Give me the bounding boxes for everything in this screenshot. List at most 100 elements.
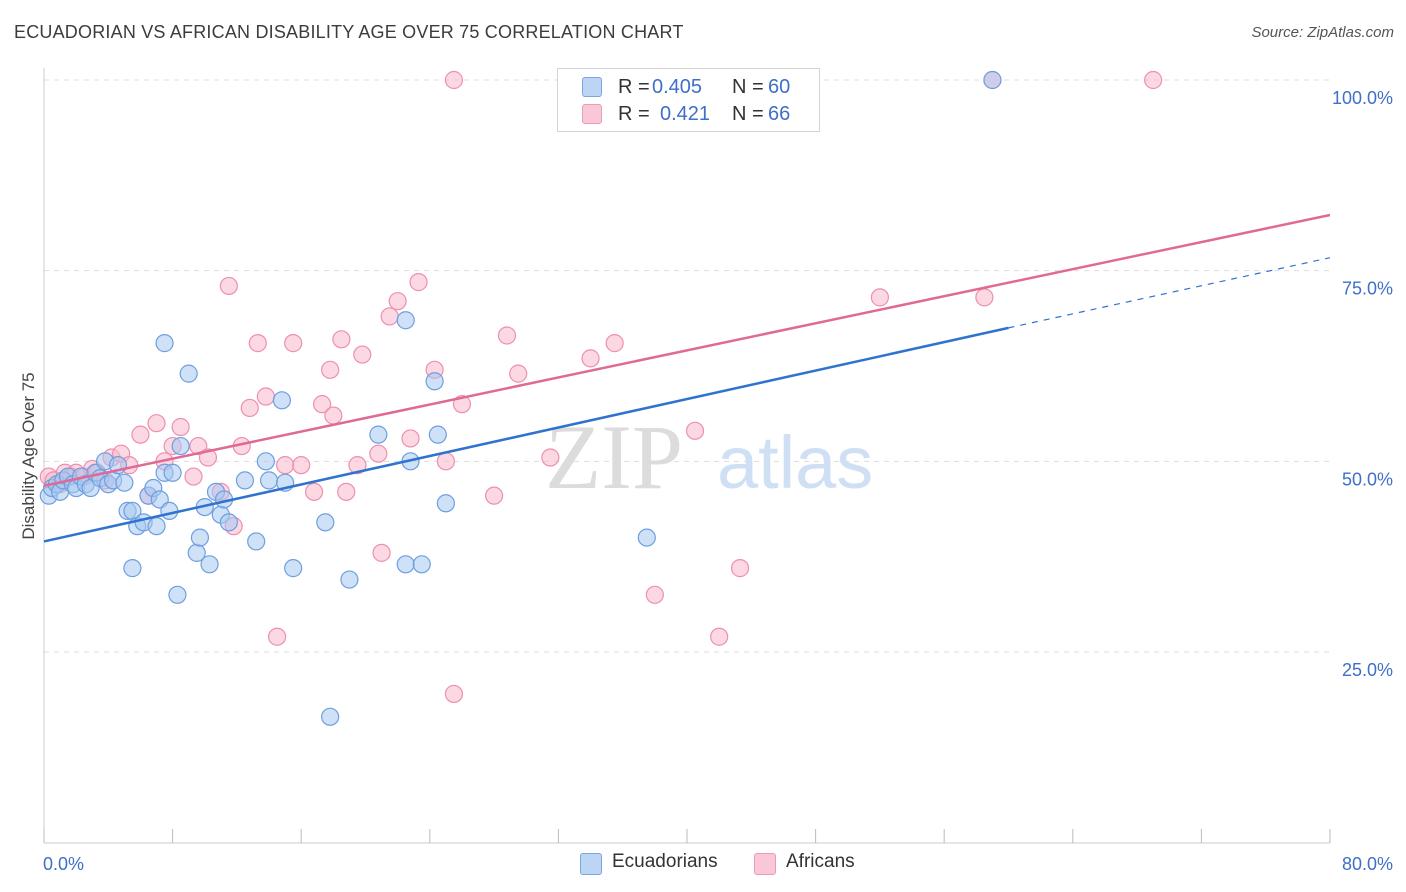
african-point bbox=[284, 334, 303, 353]
african-point bbox=[353, 345, 372, 364]
african-point bbox=[348, 456, 367, 475]
african-point bbox=[131, 425, 150, 444]
african-point bbox=[184, 467, 203, 486]
ecuadorian-point bbox=[179, 364, 198, 383]
african-point bbox=[372, 543, 391, 562]
legend-n-label: N = bbox=[732, 102, 764, 125]
ecuadorian-point bbox=[219, 513, 238, 532]
african-point bbox=[685, 421, 705, 440]
watermark-atlas: atlas bbox=[717, 421, 873, 504]
y-tick-label: 25.0% bbox=[1342, 660, 1393, 680]
ecuadorian-point bbox=[123, 559, 142, 578]
ecuadorian-point bbox=[155, 334, 174, 353]
legend-r-value: 0.421 bbox=[660, 102, 711, 125]
african-point bbox=[730, 559, 750, 578]
y-tick-label: 75.0% bbox=[1342, 279, 1393, 299]
legend: R = 0.405 N = 60 R = 0.421 N = 66 bbox=[557, 68, 820, 132]
african-point bbox=[509, 364, 528, 383]
ecuadorian-point bbox=[637, 528, 656, 547]
african-point bbox=[171, 417, 190, 437]
gridlines bbox=[44, 79, 1330, 653]
ecuadorians-trend-line bbox=[43, 326, 1009, 543]
african-point bbox=[248, 334, 267, 353]
axes bbox=[43, 68, 1331, 844]
african-point bbox=[321, 360, 340, 379]
ecuadorian-point bbox=[316, 513, 335, 532]
african-point bbox=[401, 429, 420, 448]
africans-points bbox=[39, 70, 1163, 704]
legend-n-value: 66 bbox=[768, 102, 791, 125]
ecuadorian-point bbox=[147, 517, 166, 536]
watermark-zip: ZIP bbox=[545, 406, 683, 508]
african-point bbox=[541, 448, 560, 467]
watermark: ZIP atlas bbox=[545, 406, 873, 508]
african-point bbox=[485, 486, 504, 505]
african-point bbox=[436, 452, 455, 471]
african-point bbox=[147, 414, 166, 433]
african-point bbox=[710, 627, 729, 646]
african-point bbox=[645, 585, 664, 604]
african-point bbox=[267, 627, 287, 646]
x-tick-label-min: 0.0% bbox=[43, 854, 84, 874]
ecuadorian-point bbox=[171, 436, 190, 456]
african-point bbox=[497, 326, 517, 345]
african-point bbox=[388, 292, 407, 311]
africans-label: Africans bbox=[786, 851, 855, 872]
ecuadorian-point bbox=[190, 528, 210, 547]
africans-trend-line bbox=[43, 213, 1331, 487]
african-point bbox=[256, 387, 275, 406]
ecuadorian-point bbox=[256, 452, 275, 471]
african-point bbox=[380, 307, 399, 326]
legend-r-label: R = bbox=[618, 102, 650, 125]
y-tick-labels: 25.0% 50.0% 75.0% 100.0% bbox=[1332, 88, 1393, 680]
african-point bbox=[369, 444, 388, 463]
ecuadorian-point bbox=[436, 494, 455, 513]
ecuadorian-point bbox=[396, 555, 415, 574]
ecuadorian-point bbox=[247, 532, 266, 551]
african-point bbox=[219, 276, 238, 296]
legend-r-label: R = bbox=[618, 75, 650, 98]
ecuadorian-point bbox=[284, 559, 303, 578]
ecuadorian-point bbox=[259, 471, 279, 490]
african-point bbox=[337, 482, 356, 501]
ecuadorian-point bbox=[160, 501, 179, 521]
ecuadorian-point bbox=[115, 473, 134, 492]
ecuadorians-trend-extension bbox=[1008, 257, 1331, 329]
ecuadorians-label: Ecuadorians bbox=[612, 851, 718, 872]
african-point bbox=[444, 684, 464, 704]
ecuadorian-point bbox=[369, 425, 388, 444]
ecuadorians-swatch bbox=[582, 77, 602, 97]
africans-swatch bbox=[582, 104, 602, 124]
ecuadorians-points bbox=[39, 70, 1002, 726]
ecuadorian-point bbox=[340, 570, 359, 589]
african-point bbox=[870, 288, 890, 307]
legend-n-label: N = bbox=[732, 75, 764, 98]
ecuadorian-point bbox=[412, 555, 431, 574]
ecuadorian-point bbox=[235, 471, 255, 490]
african-point bbox=[975, 288, 994, 307]
ecuadorian-point bbox=[983, 70, 1002, 90]
ecuadorian-point bbox=[321, 707, 340, 726]
african-point bbox=[581, 349, 600, 368]
y-axis-title: Disability Age Over 75 bbox=[19, 372, 38, 539]
african-point bbox=[304, 482, 324, 501]
y-tick-label: 100.0% bbox=[1332, 88, 1393, 108]
african-point bbox=[605, 334, 624, 353]
ecuadorian-point bbox=[425, 372, 444, 391]
ecuadorian-point bbox=[272, 391, 292, 410]
ecuadorians-swatch bbox=[580, 853, 602, 875]
african-point bbox=[332, 330, 351, 349]
ecuadorian-point bbox=[163, 463, 182, 482]
chart-title: ECUADORIAN VS AFRICAN DISABILITY AGE OVE… bbox=[14, 22, 684, 42]
african-point bbox=[292, 456, 311, 475]
african-point bbox=[240, 398, 259, 418]
african-point bbox=[444, 70, 464, 90]
ecuadorian-point bbox=[168, 585, 187, 604]
y-tick-label: 50.0% bbox=[1342, 469, 1393, 489]
ecuadorian-point bbox=[396, 311, 415, 330]
african-point bbox=[312, 395, 332, 414]
african-point bbox=[324, 406, 343, 425]
trend-lines bbox=[43, 213, 1331, 543]
african-point bbox=[1144, 70, 1163, 90]
